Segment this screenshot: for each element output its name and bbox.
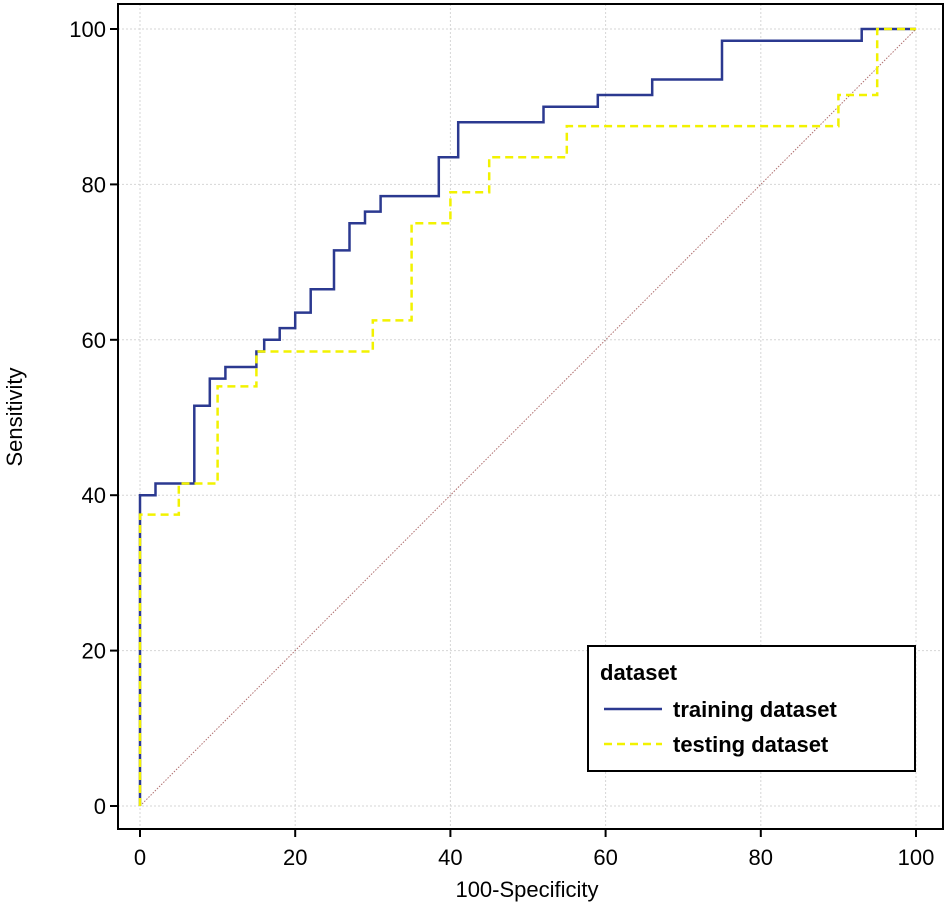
legend-label-testing: testing dataset bbox=[673, 732, 829, 757]
y-tick-label: 80 bbox=[82, 172, 106, 197]
series-line-training-dataset bbox=[138, 27, 916, 806]
y-tick-label: 40 bbox=[82, 483, 106, 508]
legend: dataset training dataset testing dataset bbox=[587, 645, 916, 772]
x-tick-label: 40 bbox=[438, 845, 462, 870]
x-axis-title: 100-Specificity bbox=[455, 877, 598, 902]
y-tick-label: 20 bbox=[82, 639, 106, 664]
x-tick-labels: 0 20 40 60 80 100 bbox=[134, 829, 934, 870]
y-tick-label: 100 bbox=[69, 17, 106, 42]
x-tick-label: 80 bbox=[749, 845, 773, 870]
x-tick-label: 60 bbox=[593, 845, 617, 870]
y-tick-label: 0 bbox=[94, 794, 106, 819]
legend-title: dataset bbox=[600, 660, 678, 685]
axes bbox=[117, 3, 944, 830]
y-tick-label: 60 bbox=[82, 328, 106, 353]
y-axis-title: Sensitivity bbox=[2, 367, 27, 466]
x-tick-label: 100 bbox=[898, 845, 935, 870]
plot-frame bbox=[117, 3, 944, 830]
x-tick-label: 0 bbox=[134, 845, 146, 870]
series-line-reference bbox=[139, 28, 917, 807]
grid bbox=[118, 4, 943, 829]
legend-label-training: training dataset bbox=[673, 697, 837, 722]
series-layer bbox=[138, 27, 917, 807]
x-tick-label: 20 bbox=[283, 845, 307, 870]
y-tick-labels: 0 20 40 60 80 100 bbox=[69, 17, 118, 819]
